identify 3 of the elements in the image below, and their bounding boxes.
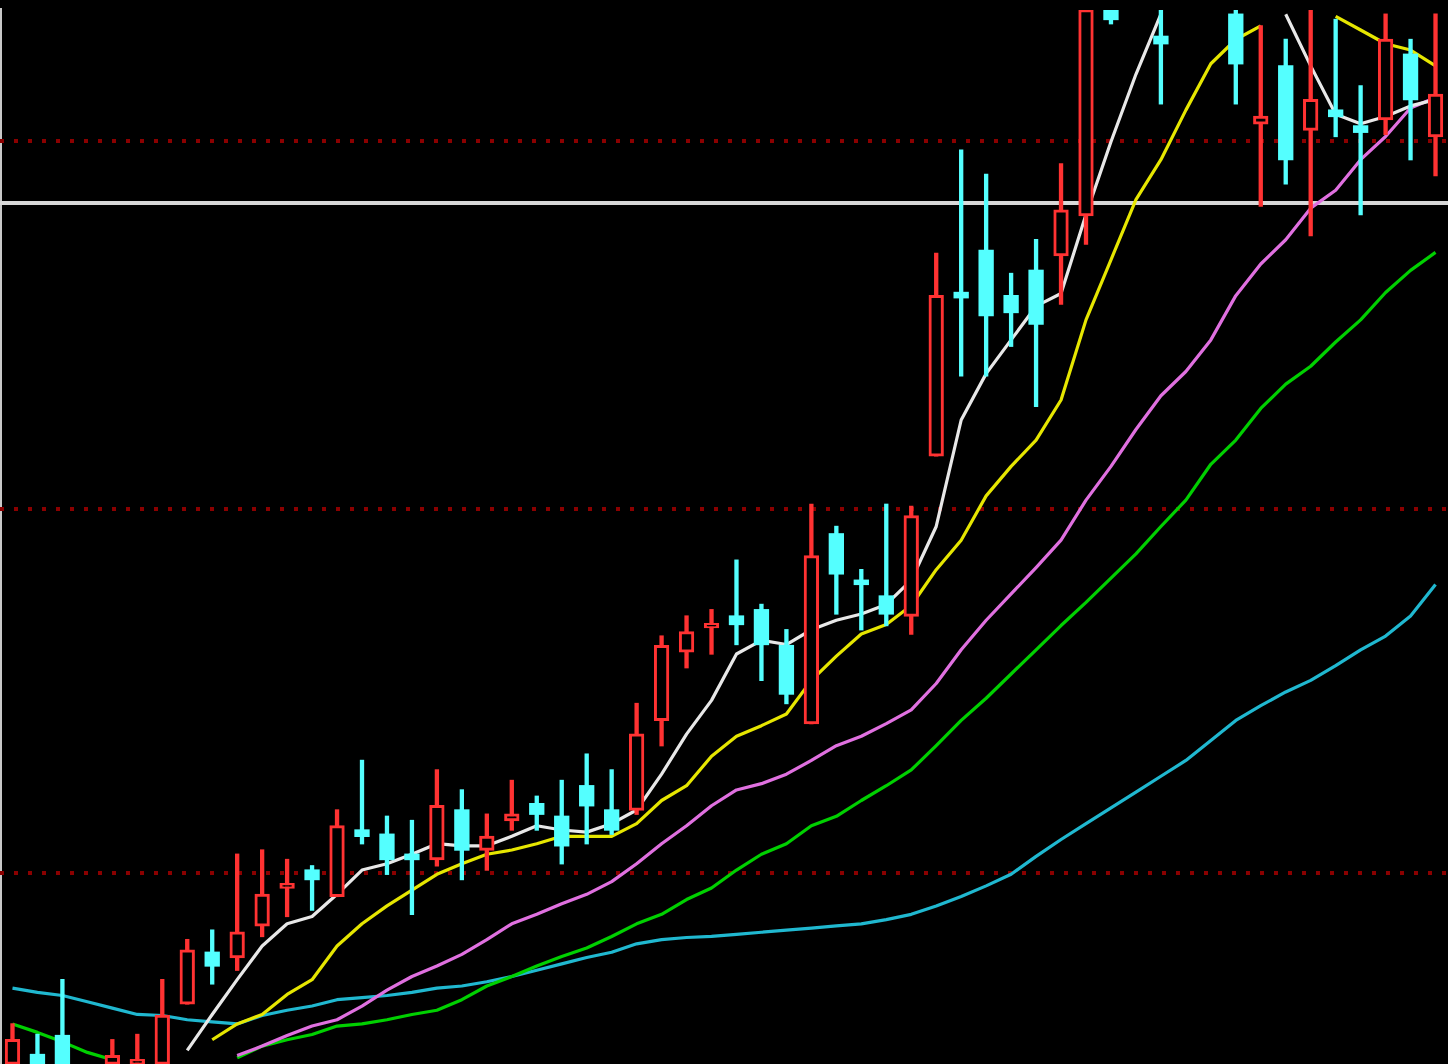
candlestick <box>1328 18 1344 138</box>
candlestick <box>1352 85 1369 216</box>
candlestick <box>728 559 745 646</box>
